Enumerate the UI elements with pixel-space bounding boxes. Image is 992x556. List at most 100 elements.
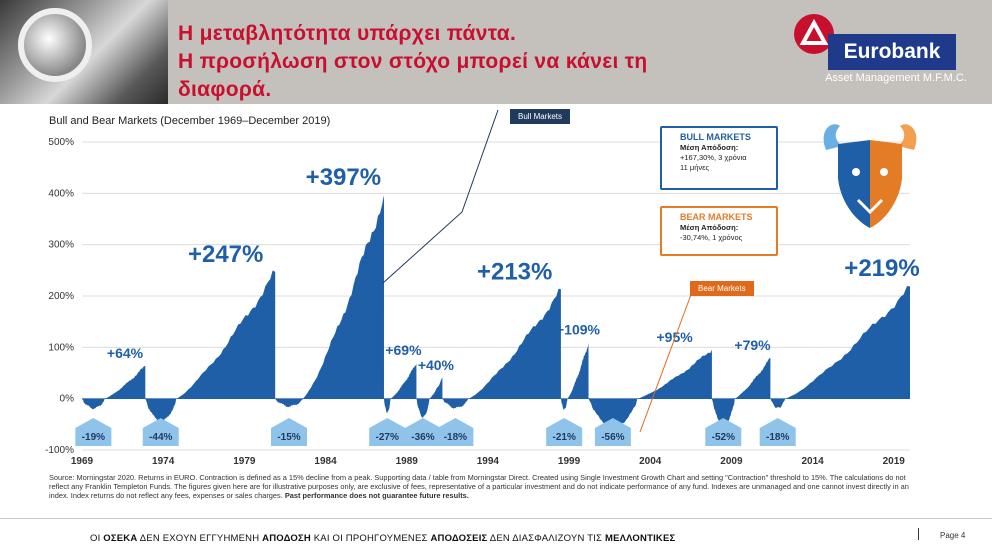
- source-note-bold: Past performance does not guarantee futu…: [284, 491, 469, 500]
- bull-box-line2: +167,30%, 3 χρόνια: [680, 153, 747, 162]
- bull-period-area: [567, 342, 589, 399]
- bull-return-label: +247%: [188, 241, 263, 268]
- x-tick-label: 1979: [233, 456, 256, 467]
- bear-badge: [546, 418, 583, 446]
- bear-period-area: [275, 398, 303, 408]
- bear-badge: [437, 418, 474, 446]
- header-banner: Η μεταβλητότητα υπάρχει πάντα. Η προσήλω…: [0, 0, 992, 104]
- y-tick-label: 0%: [60, 394, 75, 405]
- eurobank-logo: Eurobank Asset Management M.F.M.C.: [788, 12, 978, 92]
- bull-markets-box: BULL MARKETS Μέση Απόδοση: +167,30%, 3 χ…: [660, 126, 778, 190]
- x-tick-label: 1989: [396, 456, 419, 467]
- bear-period-area: [588, 398, 638, 428]
- bear-period-area: [82, 398, 105, 410]
- title-line-1: Η μεταβλητότητα υπάρχει πάντα.: [178, 22, 517, 45]
- y-tick-label: 300%: [48, 240, 74, 251]
- bear-period-area: [711, 398, 735, 426]
- bull-markets-callout: Bull Markets: [510, 109, 571, 124]
- x-tick-label: 1984: [314, 456, 337, 467]
- x-tick-label: 2004: [639, 456, 662, 467]
- bull-return-label: +397%: [306, 164, 381, 191]
- footer-disclaimer: ΟΙ ΟΣΕΚΑ ΔΕΝ ΕΧΟΥΝ ΕΓΓΥΗΜΕΝΗ ΑΠΟΔΟΣΗ ΚΑΙ…: [90, 533, 675, 544]
- footer-divider: [0, 518, 992, 519]
- bull-return-label: +79%: [734, 337, 771, 353]
- bull-callout-line: [382, 109, 499, 284]
- bull-return-label: +64%: [107, 345, 144, 361]
- logo-name: Eurobank: [828, 34, 956, 70]
- bear-period-area: [383, 398, 391, 414]
- y-tick-label: 400%: [48, 188, 74, 199]
- bear-return-label: -56%: [601, 432, 624, 443]
- bear-badge: [404, 418, 441, 446]
- bull-return-label: +109%: [556, 322, 601, 338]
- bear-box-line2: -30,74%, 1 χρόνος: [680, 233, 743, 242]
- bear-period-area: [560, 398, 568, 410]
- bear-badge: [594, 418, 631, 446]
- logo-subtitle: Asset Management M.F.M.C.: [825, 72, 967, 84]
- bear-badge: [75, 418, 112, 446]
- footer-separator: [918, 528, 919, 540]
- bear-return-label: -52%: [712, 432, 735, 443]
- bull-period-area: [176, 270, 276, 399]
- bear-return-label: -44%: [149, 432, 172, 443]
- disc-b3: ΑΠΟΔΟΣΕΙΣ: [430, 533, 488, 544]
- bull-period-area: [104, 365, 146, 399]
- source-note-text: Source: Morningstar 2020. Returns in EUR…: [49, 473, 909, 500]
- y-tick-label: -100%: [45, 445, 74, 456]
- disc-p4: ΔΕΝ ΔΙΑΣΦΑΛΙΖΟΥΝ ΤΙΣ: [487, 533, 605, 544]
- bull-box-title: BULL MARKETS: [680, 132, 751, 142]
- bear-period-area: [145, 398, 177, 422]
- disc-b1: ΟΣΕΚΑ: [103, 533, 138, 544]
- x-tick-label: 1969: [71, 456, 94, 467]
- chart-title: Bull and Bear Markets (December 1969–Dec…: [49, 115, 331, 127]
- y-tick-label: 200%: [48, 291, 74, 302]
- bull-return-label: +213%: [477, 258, 552, 285]
- bull-box-line1: Μέση Απόδοση:: [680, 143, 739, 152]
- disc-p3: ΚΑΙ ΟΙ ΠΡΟΗΓΟΥΜΕΝΕΣ: [310, 533, 431, 544]
- x-tick-label: 1994: [477, 456, 500, 467]
- x-tick-label: 2009: [720, 456, 743, 467]
- y-tick-label: 500%: [48, 137, 74, 148]
- bull-period-area: [390, 363, 417, 399]
- bear-return-label: -27%: [376, 432, 399, 443]
- disc-b2: ΑΠΟΔΟΣΗ: [262, 533, 311, 544]
- bear-badge: [369, 418, 406, 446]
- bull-bear-mascot-icon: [818, 120, 922, 232]
- bear-badge: [142, 418, 179, 446]
- bull-period-area: [734, 358, 771, 399]
- lens-image: [18, 8, 92, 82]
- page-title: Η μεταβλητότητα υπάρχει πάντα. Η προσήλω…: [178, 20, 778, 104]
- bear-badge: [705, 418, 742, 446]
- disc-b4: ΜΕΛΛΟΝΤΙΚΕΣ: [604, 533, 676, 544]
- disc-p2: ΔΕΝ ΕΧΟΥΝ ΕΓΓΥΗΜΕΝΗ: [137, 533, 263, 544]
- x-tick-label: 1999: [558, 456, 581, 467]
- y-tick-label: 100%: [48, 342, 74, 353]
- x-tick-label: 1974: [152, 456, 175, 467]
- bear-badge: [271, 418, 307, 446]
- bear-return-label: -36%: [411, 432, 434, 443]
- header-photo: [0, 0, 168, 104]
- x-tick-label: 2019: [883, 456, 906, 467]
- source-note: Source: Morningstar 2020. Returns in EUR…: [49, 473, 919, 500]
- bear-badge: [759, 418, 796, 446]
- bear-return-label: -18%: [766, 432, 789, 443]
- x-tick-label: 2014: [801, 456, 824, 467]
- bear-box-title: BEAR MARKETS: [680, 212, 753, 222]
- bear-return-label: -19%: [82, 432, 105, 443]
- bull-box-line3: 11 μήνες: [680, 163, 710, 172]
- bull-period-area: [784, 286, 910, 399]
- bull-return-label: +69%: [385, 342, 422, 358]
- bear-callout-line: [639, 291, 693, 433]
- bull-period-area: [637, 349, 712, 399]
- bear-markets-callout: Bear Markets: [690, 281, 754, 296]
- bear-period-area: [442, 398, 469, 409]
- bull-return-label: +219%: [844, 255, 919, 282]
- title-line-3: διαφορά.: [178, 78, 272, 101]
- bear-return-label: -15%: [277, 432, 300, 443]
- disc-p1: ΟΙ: [90, 533, 104, 544]
- bear-return-label: -18%: [444, 432, 467, 443]
- bull-period-area: [468, 288, 561, 399]
- logo-triangle-icon: [794, 14, 834, 54]
- bear-period-area: [416, 398, 430, 418]
- bull-bear-chart: 500% 400% 300% 200% 100% 0% -100%1969 1974 1979 1…: [45, 109, 920, 467]
